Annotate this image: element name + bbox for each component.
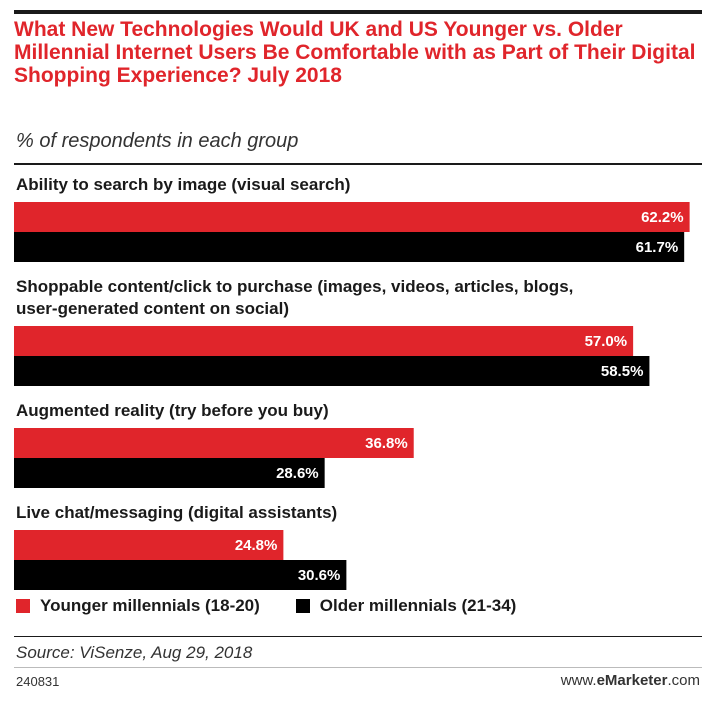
value-label-younger-2: 57.0% [585,333,628,350]
title-divider [14,163,702,165]
chart-title: What New Technologies Would UK and US Yo… [14,18,696,87]
bar-younger-2 [14,326,634,356]
category-label-3: Augmented reality (try before you buy) [16,401,329,420]
category-label-4: Live chat/messaging (digital assistants) [16,503,337,522]
chart-subtitle: % of respondents in each group [16,130,299,152]
value-label-younger-4: 24.8% [235,537,278,554]
top-rule [14,10,702,14]
category-label-line: Shoppable content/click to purchase (ima… [16,277,573,296]
value-label-younger-1: 62.2% [641,209,684,226]
legend-label-younger: Younger millennials (18-20) [40,596,260,615]
legend-swatch-older [295,599,310,613]
legend-item-older: Older millennials (21-34) [295,596,517,616]
category-label-2: Shoppable content/click to purchase (ima… [16,277,573,318]
brand-link[interactable]: www.eMarketer.com [561,672,700,689]
chart-id: 240831 [16,674,60,689]
bar-younger-3 [14,428,414,458]
legend: Younger millennials (18-20) Older millen… [16,596,552,616]
category-label-1: Ability to search by image (visual searc… [16,175,350,194]
footer-divider [14,667,702,668]
bar-older-2 [14,356,650,386]
source-divider [14,636,702,637]
category-label-line: Live chat/messaging (digital assistants) [16,503,337,522]
brand-prefix: www. [560,672,597,689]
legend-item-younger: Younger millennials (18-20) [16,596,260,616]
bar-older-4 [14,560,347,590]
bar-younger-4 [14,530,284,560]
value-label-older-1: 61.7% [636,239,679,256]
bar-older-1 [14,232,685,262]
value-label-younger-3: 36.8% [365,435,408,452]
bar-younger-1 [14,202,690,232]
source-note: Source: ViSenze, Aug 29, 2018 [16,643,253,662]
brand-suffix: .com [667,672,700,689]
bar-older-3 [14,458,325,488]
bar-chart: Ability to search by image (visual searc… [14,175,690,590]
category-label-line: Augmented reality (try before you buy) [16,401,329,420]
brand-name: eMarketer [596,672,668,689]
category-label-line: user-generated content on social) [16,299,289,318]
value-label-older-2: 58.5% [601,363,644,380]
legend-swatch-younger [16,599,30,613]
value-label-older-4: 30.6% [298,567,341,584]
value-label-older-3: 28.6% [276,465,319,482]
category-label-line: Ability to search by image (visual searc… [16,175,350,194]
legend-label-older: Older millennials (21-34) [319,596,517,615]
